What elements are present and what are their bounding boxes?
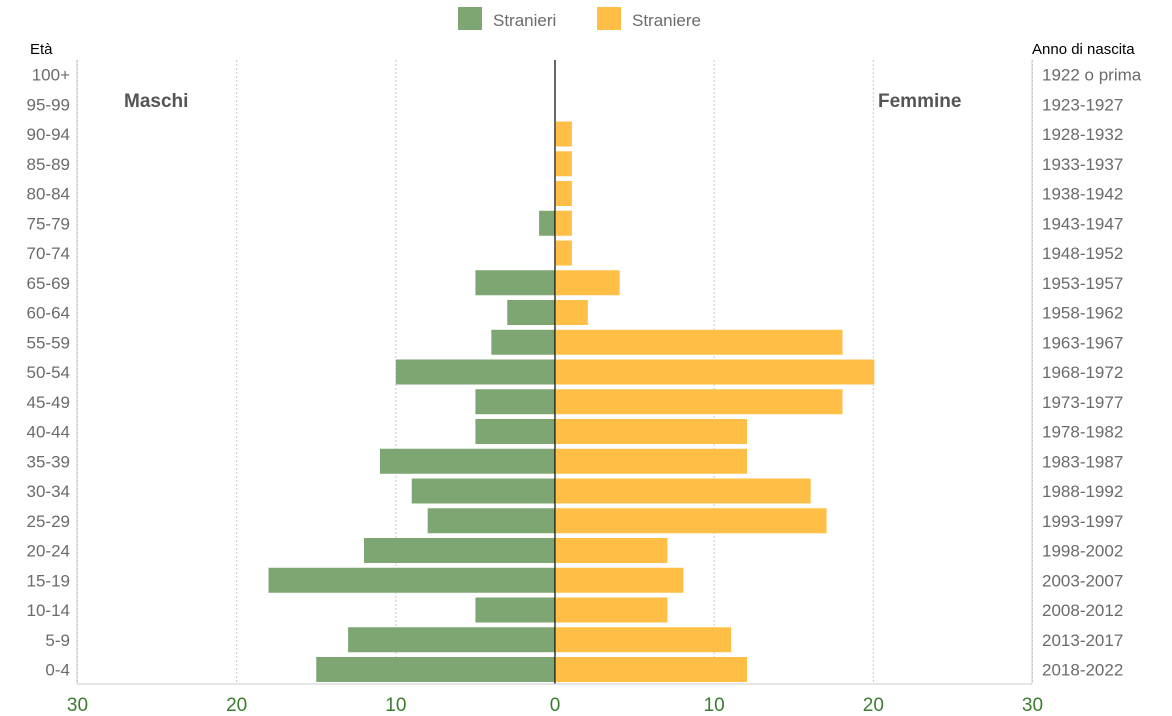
age-label: 20-24 [27, 542, 70, 561]
age-label: 95-99 [27, 95, 70, 114]
legend-swatch-stranieri [458, 7, 482, 30]
age-label: 40-44 [27, 423, 70, 442]
age-label: 25-29 [27, 512, 70, 531]
age-label: 65-69 [27, 274, 70, 293]
legend-label-straniere: Straniere [632, 11, 701, 30]
bar-female-30-34 [556, 478, 811, 504]
bar-male-55-59 [491, 329, 555, 355]
birth-year-label: 1943-1947 [1042, 214, 1123, 233]
birth-year-label: 2003-2007 [1042, 571, 1123, 590]
bar-female-20-24 [556, 538, 668, 563]
birth-year-label: 1938-1942 [1042, 185, 1123, 204]
bar-female-35-39 [556, 448, 747, 474]
birth-year-label: 1988-1992 [1042, 482, 1123, 501]
age-label: 45-49 [27, 393, 70, 412]
left-axis-title: Età [30, 41, 53, 58]
age-label: 85-89 [27, 155, 70, 174]
birth-year-label: 1948-1952 [1042, 244, 1123, 263]
bar-female-65-69 [556, 270, 620, 296]
age-label: 100+ [32, 66, 70, 85]
bar-male-5-9 [348, 627, 555, 653]
bar-male-0-4 [316, 657, 555, 682]
bar-male-20-24 [364, 538, 555, 563]
age-label: 55-59 [27, 333, 70, 352]
bar-male-10-14 [475, 597, 555, 623]
bar-female-5-9 [556, 627, 732, 653]
age-label: 70-74 [27, 244, 70, 263]
bar-female-50-54 [556, 359, 875, 385]
bar-female-40-44 [556, 419, 747, 444]
birth-year-label: 1933-1937 [1042, 155, 1123, 174]
birth-year-label: 1978-1982 [1042, 423, 1123, 442]
age-label: 30-34 [27, 482, 70, 501]
age-label: 0-4 [45, 661, 70, 680]
bar-male-50-54 [395, 359, 555, 385]
age-label: 90-94 [27, 125, 70, 144]
bar-female-90-94 [556, 121, 572, 147]
bar-female-45-49 [556, 389, 843, 415]
bar-male-45-49 [475, 389, 555, 415]
bar-male-60-64 [507, 300, 555, 325]
birth-year-label: 1993-1997 [1042, 512, 1123, 531]
bar-female-75-79 [556, 210, 572, 236]
bar-female-70-74 [556, 240, 572, 266]
age-label: 35-39 [27, 452, 70, 471]
legend: Stranieri Straniere [458, 7, 701, 30]
bar-male-15-19 [268, 567, 555, 593]
x-tick-label: 30 [1022, 695, 1043, 716]
age-label: 80-84 [27, 185, 70, 204]
x-tick-label: 10 [704, 695, 725, 716]
birth-year-label: 2018-2022 [1042, 661, 1123, 680]
birth-year-label: 1928-1932 [1042, 125, 1123, 144]
x-tick-label: 20 [863, 695, 884, 716]
legend-swatch-straniere [597, 7, 621, 30]
bar-female-0-4 [556, 657, 747, 682]
bar-male-35-39 [379, 448, 555, 474]
age-label: 5-9 [45, 631, 70, 650]
bar-female-55-59 [556, 329, 843, 355]
birth-year-label: 1953-1957 [1042, 274, 1123, 293]
x-tick-label: 20 [226, 695, 247, 716]
age-label: 10-14 [27, 601, 70, 620]
birth-year-label: 1968-1972 [1042, 363, 1123, 382]
legend-label-stranieri: Stranieri [493, 11, 556, 30]
age-label: 75-79 [27, 214, 70, 233]
bar-female-25-29 [556, 508, 827, 534]
age-label: 50-54 [27, 363, 70, 382]
bar-female-15-19 [556, 567, 684, 593]
right-axis-title: Anno di nascita [1032, 41, 1135, 58]
bars [268, 121, 875, 682]
x-tick-label: 30 [67, 695, 88, 716]
birth-year-label: 1983-1987 [1042, 452, 1123, 471]
bar-male-75-79 [539, 210, 555, 236]
birth-year-label: 1998-2002 [1042, 542, 1123, 561]
males-side-label: Maschi [124, 91, 188, 112]
x-tick-label: 0 [550, 695, 561, 716]
age-label: 15-19 [27, 571, 70, 590]
bar-female-85-89 [556, 151, 572, 177]
bar-male-40-44 [475, 419, 555, 444]
category-labels: 100+ 1922 o prima 95-99 1923-1927 90-94 1928-… [27, 66, 1142, 680]
age-label: 60-64 [27, 304, 70, 323]
birth-year-label: 1963-1967 [1042, 333, 1123, 352]
birth-year-label: 2008-2012 [1042, 601, 1123, 620]
birth-year-label: 1922 o prima [1042, 66, 1142, 85]
birth-year-label: 1973-1977 [1042, 393, 1123, 412]
birth-year-label: 1958-1962 [1042, 304, 1123, 323]
birth-year-label: 2013-2017 [1042, 631, 1123, 650]
bar-female-60-64 [556, 300, 588, 325]
axes: 30 20 10 0 10 20 30 [67, 60, 1043, 716]
bar-male-25-29 [427, 508, 555, 534]
birth-year-label: 1923-1927 [1042, 95, 1123, 114]
bar-female-10-14 [556, 597, 668, 623]
x-tick-label: 10 [385, 695, 406, 716]
bar-female-80-84 [556, 181, 572, 206]
bar-male-65-69 [475, 270, 555, 296]
females-side-label: Femmine [878, 91, 961, 112]
bar-male-30-34 [411, 478, 555, 504]
